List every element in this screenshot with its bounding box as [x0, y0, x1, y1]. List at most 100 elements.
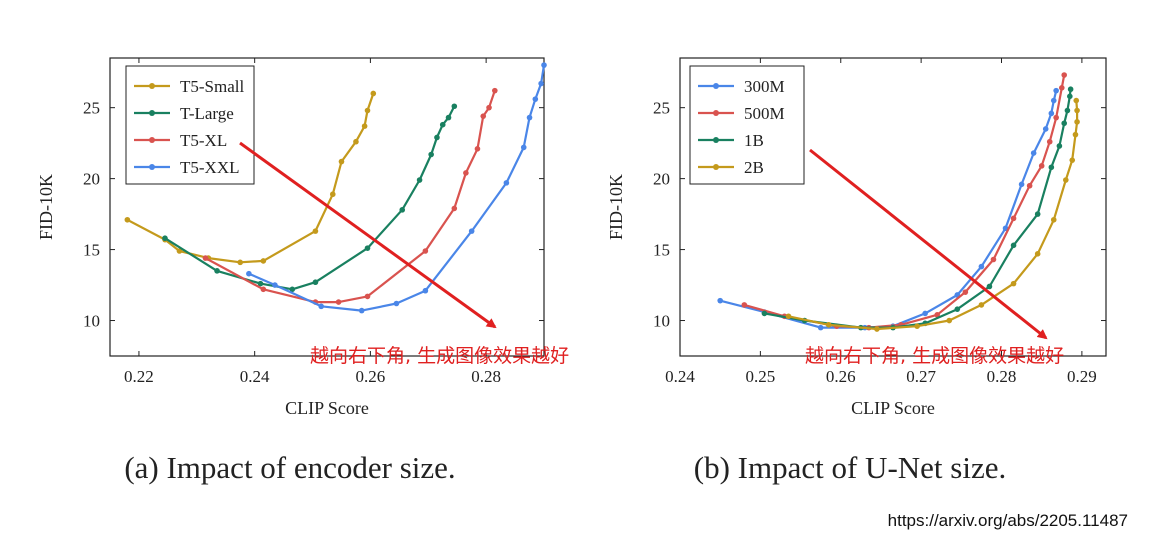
plot-frame	[679, 57, 1107, 357]
data-point	[1072, 131, 1079, 138]
data-point	[986, 283, 993, 290]
data-point	[532, 96, 539, 102]
data-point	[1069, 157, 1076, 163]
y-tick-label: 25	[83, 99, 100, 118]
x-tick-label: 0.24	[665, 367, 695, 386]
y-tick-label: 15	[83, 241, 100, 260]
data-point	[393, 300, 400, 307]
data-point	[1050, 97, 1057, 104]
y-axis-label: FID-10K	[36, 174, 56, 240]
x-tick-label: 0.26	[356, 367, 386, 386]
data-point	[202, 255, 209, 261]
data-point	[1048, 164, 1055, 171]
data-point	[946, 317, 953, 324]
x-tick-label: 0.25	[746, 367, 776, 386]
data-point	[492, 87, 498, 94]
data-point	[246, 270, 252, 277]
data-point	[463, 170, 469, 176]
plot-frame	[109, 57, 545, 357]
data-point	[1061, 120, 1068, 127]
data-point	[1063, 177, 1069, 183]
legend-label: T5-XXL	[180, 158, 239, 177]
chart-encoder-size: 0.22 0.24 0.26 0.28 10 15 20 25 CLIP Score FID-10…	[36, 57, 569, 485]
data-point	[364, 293, 371, 300]
data-point	[1048, 110, 1055, 117]
x-tick-label: 0.26	[826, 367, 856, 386]
data-point	[176, 248, 183, 254]
series-t5-xxl	[246, 62, 547, 314]
data-point	[124, 216, 131, 223]
data-point	[1058, 85, 1065, 91]
data-point	[817, 324, 824, 331]
series-2b	[785, 97, 1080, 332]
data-point	[434, 134, 440, 141]
source-url: https://arxiv.org/abs/2205.11487	[887, 511, 1128, 530]
data-point	[399, 207, 406, 213]
annotation-arrow	[809, 148, 1048, 340]
data-point	[978, 263, 985, 270]
data-point	[1010, 280, 1017, 287]
legend-label: 300M	[744, 77, 785, 96]
data-point	[428, 151, 434, 158]
data-point	[717, 297, 723, 304]
data-point	[503, 180, 510, 186]
legend-label: 1B	[744, 131, 764, 150]
legend-swatch-marker	[713, 83, 719, 89]
series-1b	[761, 86, 1074, 331]
legend-label: 500M	[744, 104, 785, 123]
legend-swatch-marker	[713, 164, 719, 170]
data-point	[260, 286, 267, 293]
data-point	[825, 321, 832, 328]
data-point	[364, 245, 371, 251]
data-point	[312, 279, 319, 286]
data-point	[338, 158, 345, 165]
data-point	[1010, 242, 1017, 249]
data-point	[480, 113, 487, 119]
data-point	[439, 121, 446, 128]
data-point	[1074, 107, 1080, 114]
data-point	[1053, 87, 1059, 94]
data-point	[474, 146, 481, 152]
data-point	[468, 228, 475, 234]
x-axis-label: CLIP Score	[851, 398, 935, 418]
data-point	[214, 268, 220, 274]
data-point	[361, 123, 368, 129]
data-point	[1050, 216, 1057, 223]
data-point	[874, 326, 880, 332]
data-point	[914, 323, 920, 330]
data-point	[358, 307, 365, 314]
data-point	[272, 282, 278, 288]
y-tick-label: 10	[83, 312, 100, 331]
legend-swatch-marker	[149, 164, 155, 170]
annotation-text: 越向右下角, 生成图像效果越好	[805, 345, 1064, 367]
data-point	[370, 90, 377, 97]
legend-swatch-marker	[149, 137, 155, 143]
data-point	[318, 303, 325, 310]
data-point	[1038, 163, 1045, 169]
chart-unet-size: 0.24 0.25 0.26 0.27 0.28 0.29 10 15 20 25 CLIP Sco…	[606, 57, 1107, 485]
series-t-large	[162, 103, 458, 293]
y-tick-label: 20	[653, 170, 670, 189]
data-point	[1046, 138, 1053, 145]
data-point	[761, 310, 768, 317]
data-point	[1010, 215, 1017, 222]
data-point	[1064, 107, 1071, 114]
x-tick-label: 0.29	[1067, 367, 1097, 386]
data-point	[990, 256, 997, 263]
data-point	[520, 144, 527, 151]
figure-caption: (a) Impact of encoder size.	[124, 450, 455, 485]
data-point	[257, 280, 264, 287]
y-tick-label: 15	[653, 241, 670, 260]
data-point	[962, 289, 969, 295]
data-point	[1074, 119, 1080, 125]
data-point	[486, 104, 492, 111]
data-point	[422, 248, 429, 254]
legend-label: T5-Small	[180, 77, 244, 96]
data-point	[260, 258, 267, 264]
data-point	[538, 80, 544, 87]
data-point	[445, 114, 452, 121]
data-point	[1030, 150, 1037, 156]
data-point	[416, 177, 423, 183]
data-point	[1034, 251, 1041, 257]
data-point	[162, 235, 168, 242]
